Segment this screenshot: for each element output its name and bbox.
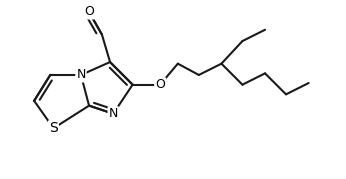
Text: N: N <box>76 69 86 81</box>
Text: N: N <box>109 107 118 120</box>
Text: S: S <box>49 121 58 135</box>
Text: O: O <box>155 78 165 91</box>
Text: O: O <box>84 6 94 18</box>
